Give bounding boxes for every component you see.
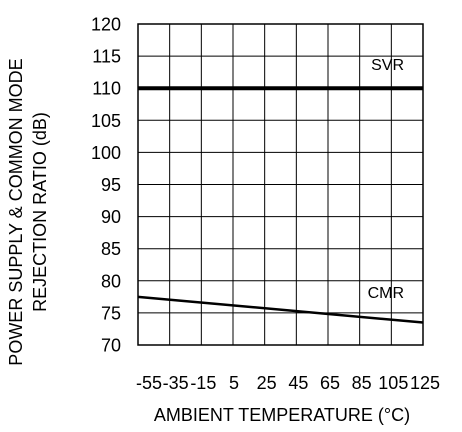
y-axis-title-line2: REJECTION RATIO (dB) bbox=[30, 112, 50, 312]
x-tick-label: 85 bbox=[352, 373, 372, 393]
y-tick-labels: 70 75 80 85 90 95 100 105 110 115 120 bbox=[91, 15, 121, 356]
y-tick-label: 80 bbox=[101, 271, 121, 291]
x-tick-label: 105 bbox=[378, 373, 408, 393]
series-line-cmr bbox=[137, 295, 424, 324]
series-label-svr: SVR bbox=[371, 57, 404, 74]
y-tick-label: 90 bbox=[101, 207, 121, 227]
series-label-cmr: CMR bbox=[368, 285, 404, 302]
plot-frame bbox=[137, 23, 424, 346]
y-tick-label: 120 bbox=[91, 15, 121, 35]
x-axis-title: AMBIENT TEMPERATURE (°C) bbox=[154, 405, 410, 425]
x-tick-label: 5 bbox=[229, 373, 239, 393]
x-tick-label: -35 bbox=[163, 373, 189, 393]
y-tick-label: 100 bbox=[91, 143, 121, 163]
x-tick-label: -15 bbox=[190, 373, 216, 393]
x-tick-label: -55 bbox=[136, 373, 162, 393]
x-tick-labels: -55 -35 -15 5 25 45 65 85 105 125 bbox=[136, 373, 440, 393]
y-tick-label: 110 bbox=[92, 79, 121, 99]
x-tick-label: 25 bbox=[257, 373, 277, 393]
x-tick-label: 125 bbox=[410, 373, 440, 393]
y-tick-label: 115 bbox=[92, 47, 121, 67]
series-layer: SVR CMR bbox=[137, 57, 424, 324]
y-tick-label: 85 bbox=[101, 239, 121, 259]
y-tick-label: 95 bbox=[101, 175, 121, 195]
x-tick-label: 65 bbox=[320, 373, 340, 393]
y-tick-label: 70 bbox=[101, 336, 121, 356]
y-tick-label: 75 bbox=[101, 303, 121, 323]
y-axis-title-line1: POWER SUPPLY & COMMON MODE bbox=[6, 58, 26, 365]
y-tick-label: 105 bbox=[91, 111, 121, 131]
x-tick-label: 45 bbox=[288, 373, 308, 393]
